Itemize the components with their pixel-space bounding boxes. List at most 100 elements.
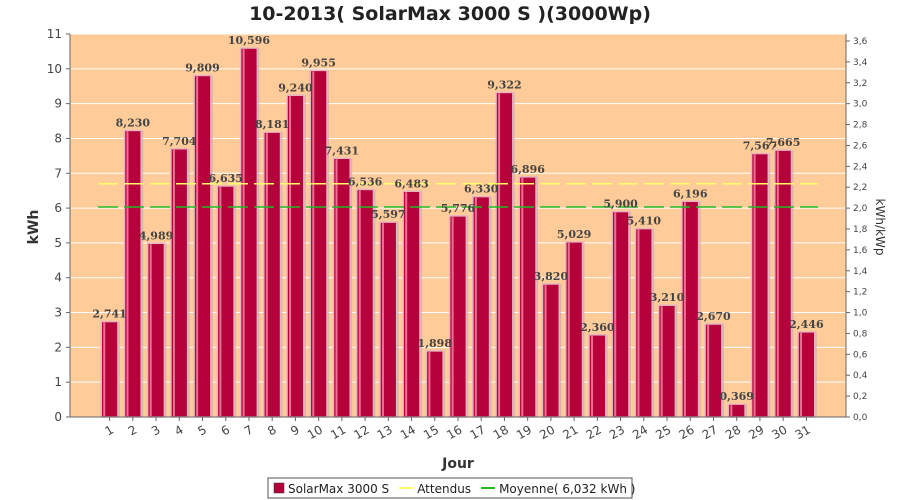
- data-label: 5,900: [603, 198, 638, 211]
- data-label: 6,896: [510, 163, 545, 176]
- y-right-tick-label: 2,0: [853, 204, 868, 214]
- bar-highlight: [637, 229, 640, 416]
- data-label: 8,181: [255, 118, 289, 131]
- bar-highlight: [776, 151, 779, 416]
- bar-highlight: [753, 154, 756, 416]
- y-right-tick-label: 0,8: [853, 329, 868, 339]
- bar-highlight: [196, 76, 199, 417]
- legend-label: Attendus: [417, 482, 471, 496]
- y-tick-label: 9: [54, 97, 62, 111]
- legend-box: [267, 477, 633, 499]
- data-label: 7,567: [743, 140, 777, 153]
- legend: SolarMax 3000 S Attendus Moyenne( 6,032 kW…: [267, 477, 635, 499]
- y-right-tick-label: 1,8: [853, 225, 868, 235]
- x-tick-label: 10: [305, 422, 325, 442]
- x-tick-label: 3: [149, 422, 163, 438]
- y-right-tick-label: 0,6: [853, 350, 868, 360]
- bar-highlight: [312, 71, 315, 416]
- bar-highlight: [405, 192, 408, 416]
- x-tick-label: 20: [537, 422, 557, 442]
- x-tick-label: 21: [560, 422, 580, 442]
- reference-lines: [98, 182, 818, 208]
- x-tick-label: 6: [219, 422, 233, 438]
- data-label: 6,536: [348, 175, 383, 188]
- y-right-tick-label: 3,2: [853, 79, 867, 89]
- data-label: 6,330: [464, 183, 499, 196]
- chart-title: 10-2013( SolarMax 3000 S )(3000Wp): [249, 3, 651, 25]
- data-label: 10,596: [228, 34, 270, 47]
- x-tick-label: 30: [769, 422, 789, 442]
- legend-swatch: [273, 482, 285, 494]
- x-tick-label: 7: [242, 422, 256, 438]
- y-right-tick-label: 2,2: [853, 183, 867, 193]
- data-label: 2,360: [580, 321, 615, 334]
- y-right-tick-label: 1,0: [853, 309, 868, 319]
- data-label: 9,955: [301, 56, 335, 69]
- y-right-tick-label: 0,0: [853, 413, 868, 423]
- y-right-tick-label: 3,6: [853, 37, 868, 47]
- x-tick-label: 25: [653, 422, 673, 442]
- x-tick-label: 29: [746, 422, 766, 442]
- bar-highlight: [335, 159, 338, 416]
- bar-highlight: [614, 212, 617, 416]
- x-tick-label: 26: [677, 422, 697, 442]
- bar-highlight: [381, 223, 384, 416]
- data-label: 5,029: [557, 228, 591, 241]
- x-tick-label: 11: [328, 422, 348, 442]
- data-label: 9,809: [185, 61, 219, 74]
- y-tick-label: 2: [54, 340, 62, 354]
- data-label: 9,240: [278, 81, 313, 94]
- x-tick-label: 23: [607, 422, 627, 442]
- x-tick-label: 24: [630, 422, 650, 442]
- bar-highlight: [451, 216, 454, 416]
- y-tick-label: 6: [54, 201, 62, 215]
- bar-highlight: [730, 405, 733, 416]
- y-right-tick-label: 2,4: [853, 162, 868, 172]
- x-tick-label: 1: [102, 422, 116, 438]
- x-tick-label: 8: [265, 422, 279, 438]
- data-label: 2,446: [789, 318, 824, 331]
- bar-highlight: [800, 332, 803, 416]
- x-tick-label: 12: [351, 422, 371, 442]
- bar-highlight: [590, 335, 593, 416]
- y-tick-label: 8: [54, 131, 62, 145]
- y-tick-label: 11: [47, 27, 62, 41]
- x-tick-label: 4: [172, 422, 186, 438]
- y-axis-right-title: kWh/kWp: [873, 199, 887, 256]
- bar-highlight: [707, 325, 710, 416]
- y-right-tick-label: 1,6: [853, 246, 868, 256]
- data-label: 5,410: [627, 215, 662, 228]
- bar-highlight: [683, 202, 686, 416]
- data-label: 6,196: [673, 187, 708, 200]
- bar-highlight: [474, 197, 477, 416]
- data-label: 3,210: [650, 291, 685, 304]
- data-label: 7,704: [162, 135, 197, 148]
- axes: 012345678910110,00,20,40,60,81,01,21,41,…: [47, 27, 868, 442]
- bar-highlight: [265, 133, 268, 416]
- data-label: 7,431: [325, 144, 359, 157]
- x-tick-label: 28: [723, 422, 743, 442]
- data-label: 8,230: [116, 116, 151, 129]
- data-label: 5,597: [371, 208, 405, 221]
- bar-highlight: [521, 177, 524, 416]
- bar-highlight: [428, 351, 431, 416]
- y-tick-label: 10: [47, 62, 62, 76]
- y-right-tick-label: 1,2: [853, 288, 867, 298]
- bars: [100, 47, 817, 418]
- bar-highlight: [219, 186, 222, 416]
- y-right-tick-label: 1,4: [853, 267, 868, 277]
- y-right-tick-label: 2,6: [853, 141, 868, 151]
- x-tick-label: 31: [793, 422, 813, 442]
- data-label: 9,322: [487, 78, 521, 91]
- x-tick-label: 5: [195, 422, 209, 438]
- bar-highlight: [289, 96, 292, 416]
- data-label: 6,483: [394, 177, 428, 190]
- y-tick-label: 7: [54, 166, 62, 180]
- x-tick-label: 15: [421, 422, 441, 442]
- bar-highlight: [358, 190, 361, 416]
- legend-label: SolarMax 3000 S: [288, 482, 389, 496]
- y-tick-label: 1: [54, 375, 62, 389]
- bar-highlight: [660, 306, 663, 416]
- data-label: 6,635: [209, 172, 243, 185]
